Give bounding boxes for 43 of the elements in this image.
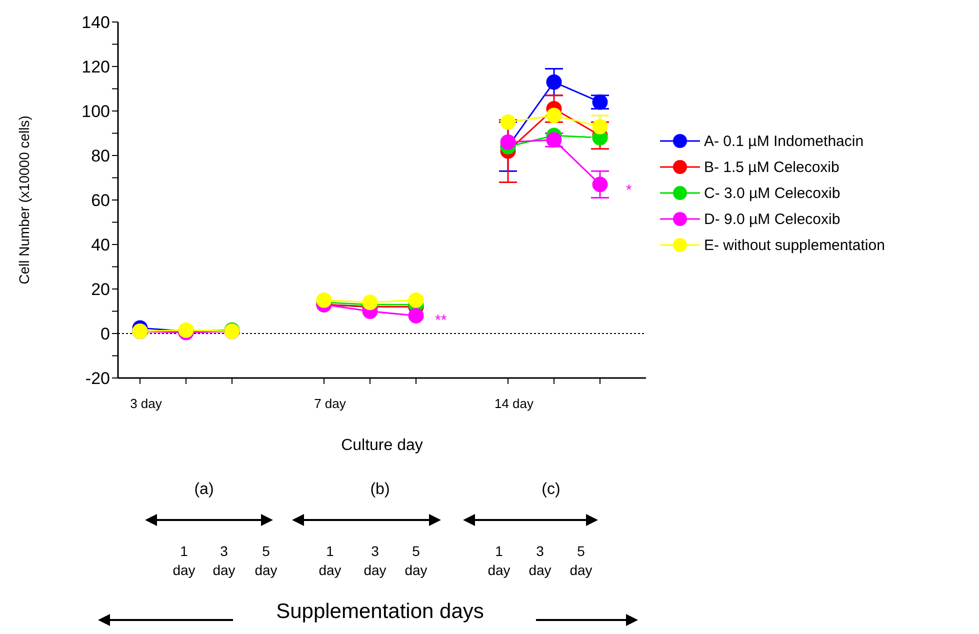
point [408, 292, 424, 308]
point [408, 308, 424, 324]
text: 5 day [404, 543, 428, 578]
point [546, 108, 562, 124]
x-tick-label: 14 day [494, 396, 534, 411]
text: 1 day [488, 543, 510, 578]
point [592, 118, 608, 134]
point [546, 74, 562, 90]
text: (a) [194, 481, 214, 498]
text: 1 day [318, 543, 342, 578]
annotation: * [626, 182, 632, 199]
y-tick-label: -20 [85, 369, 110, 388]
y-tick-label: 40 [91, 236, 110, 255]
text: (b) [370, 481, 390, 498]
y-tick-label: 120 [82, 58, 110, 77]
text: 5 day [254, 543, 278, 578]
text: 3 day [528, 543, 552, 578]
text: 1 day [172, 543, 196, 578]
y-tick-label: 20 [91, 280, 110, 300]
y-tick-label: 60 [91, 191, 110, 210]
legend-label: E- without supplementation [704, 236, 885, 254]
point [316, 292, 332, 308]
y-tick-label: 80 [91, 146, 110, 166]
x-axis-title: Culture day [341, 437, 423, 454]
y-tick-label: 140 [82, 13, 110, 32]
point [500, 134, 516, 150]
y-tick-label: 0 [100, 324, 110, 344]
text: 5 day [570, 543, 592, 578]
y-axis-title: Cell Number (x10000 cells) [16, 116, 32, 284]
legend-label: B- 1.5 µM Celecoxib [704, 158, 840, 176]
point [500, 114, 516, 130]
legend-label: D- 9.0 µM Celecoxib [704, 210, 840, 228]
point [592, 176, 608, 192]
legend-label: C- 3.0 µM Celecoxib [704, 184, 840, 202]
x-tick-label: 3 day [130, 396, 162, 411]
y-tick-label: 100 [82, 102, 110, 122]
text: 3 day [212, 543, 236, 578]
x-tick-label: 7 day [314, 396, 346, 411]
text: (c) [542, 481, 560, 498]
legend-label: A- 0.1 µM Indomethacin [704, 132, 864, 150]
text: 3 day [364, 543, 386, 578]
annotation: ** [435, 312, 447, 329]
text: Supplementation days [276, 600, 484, 623]
